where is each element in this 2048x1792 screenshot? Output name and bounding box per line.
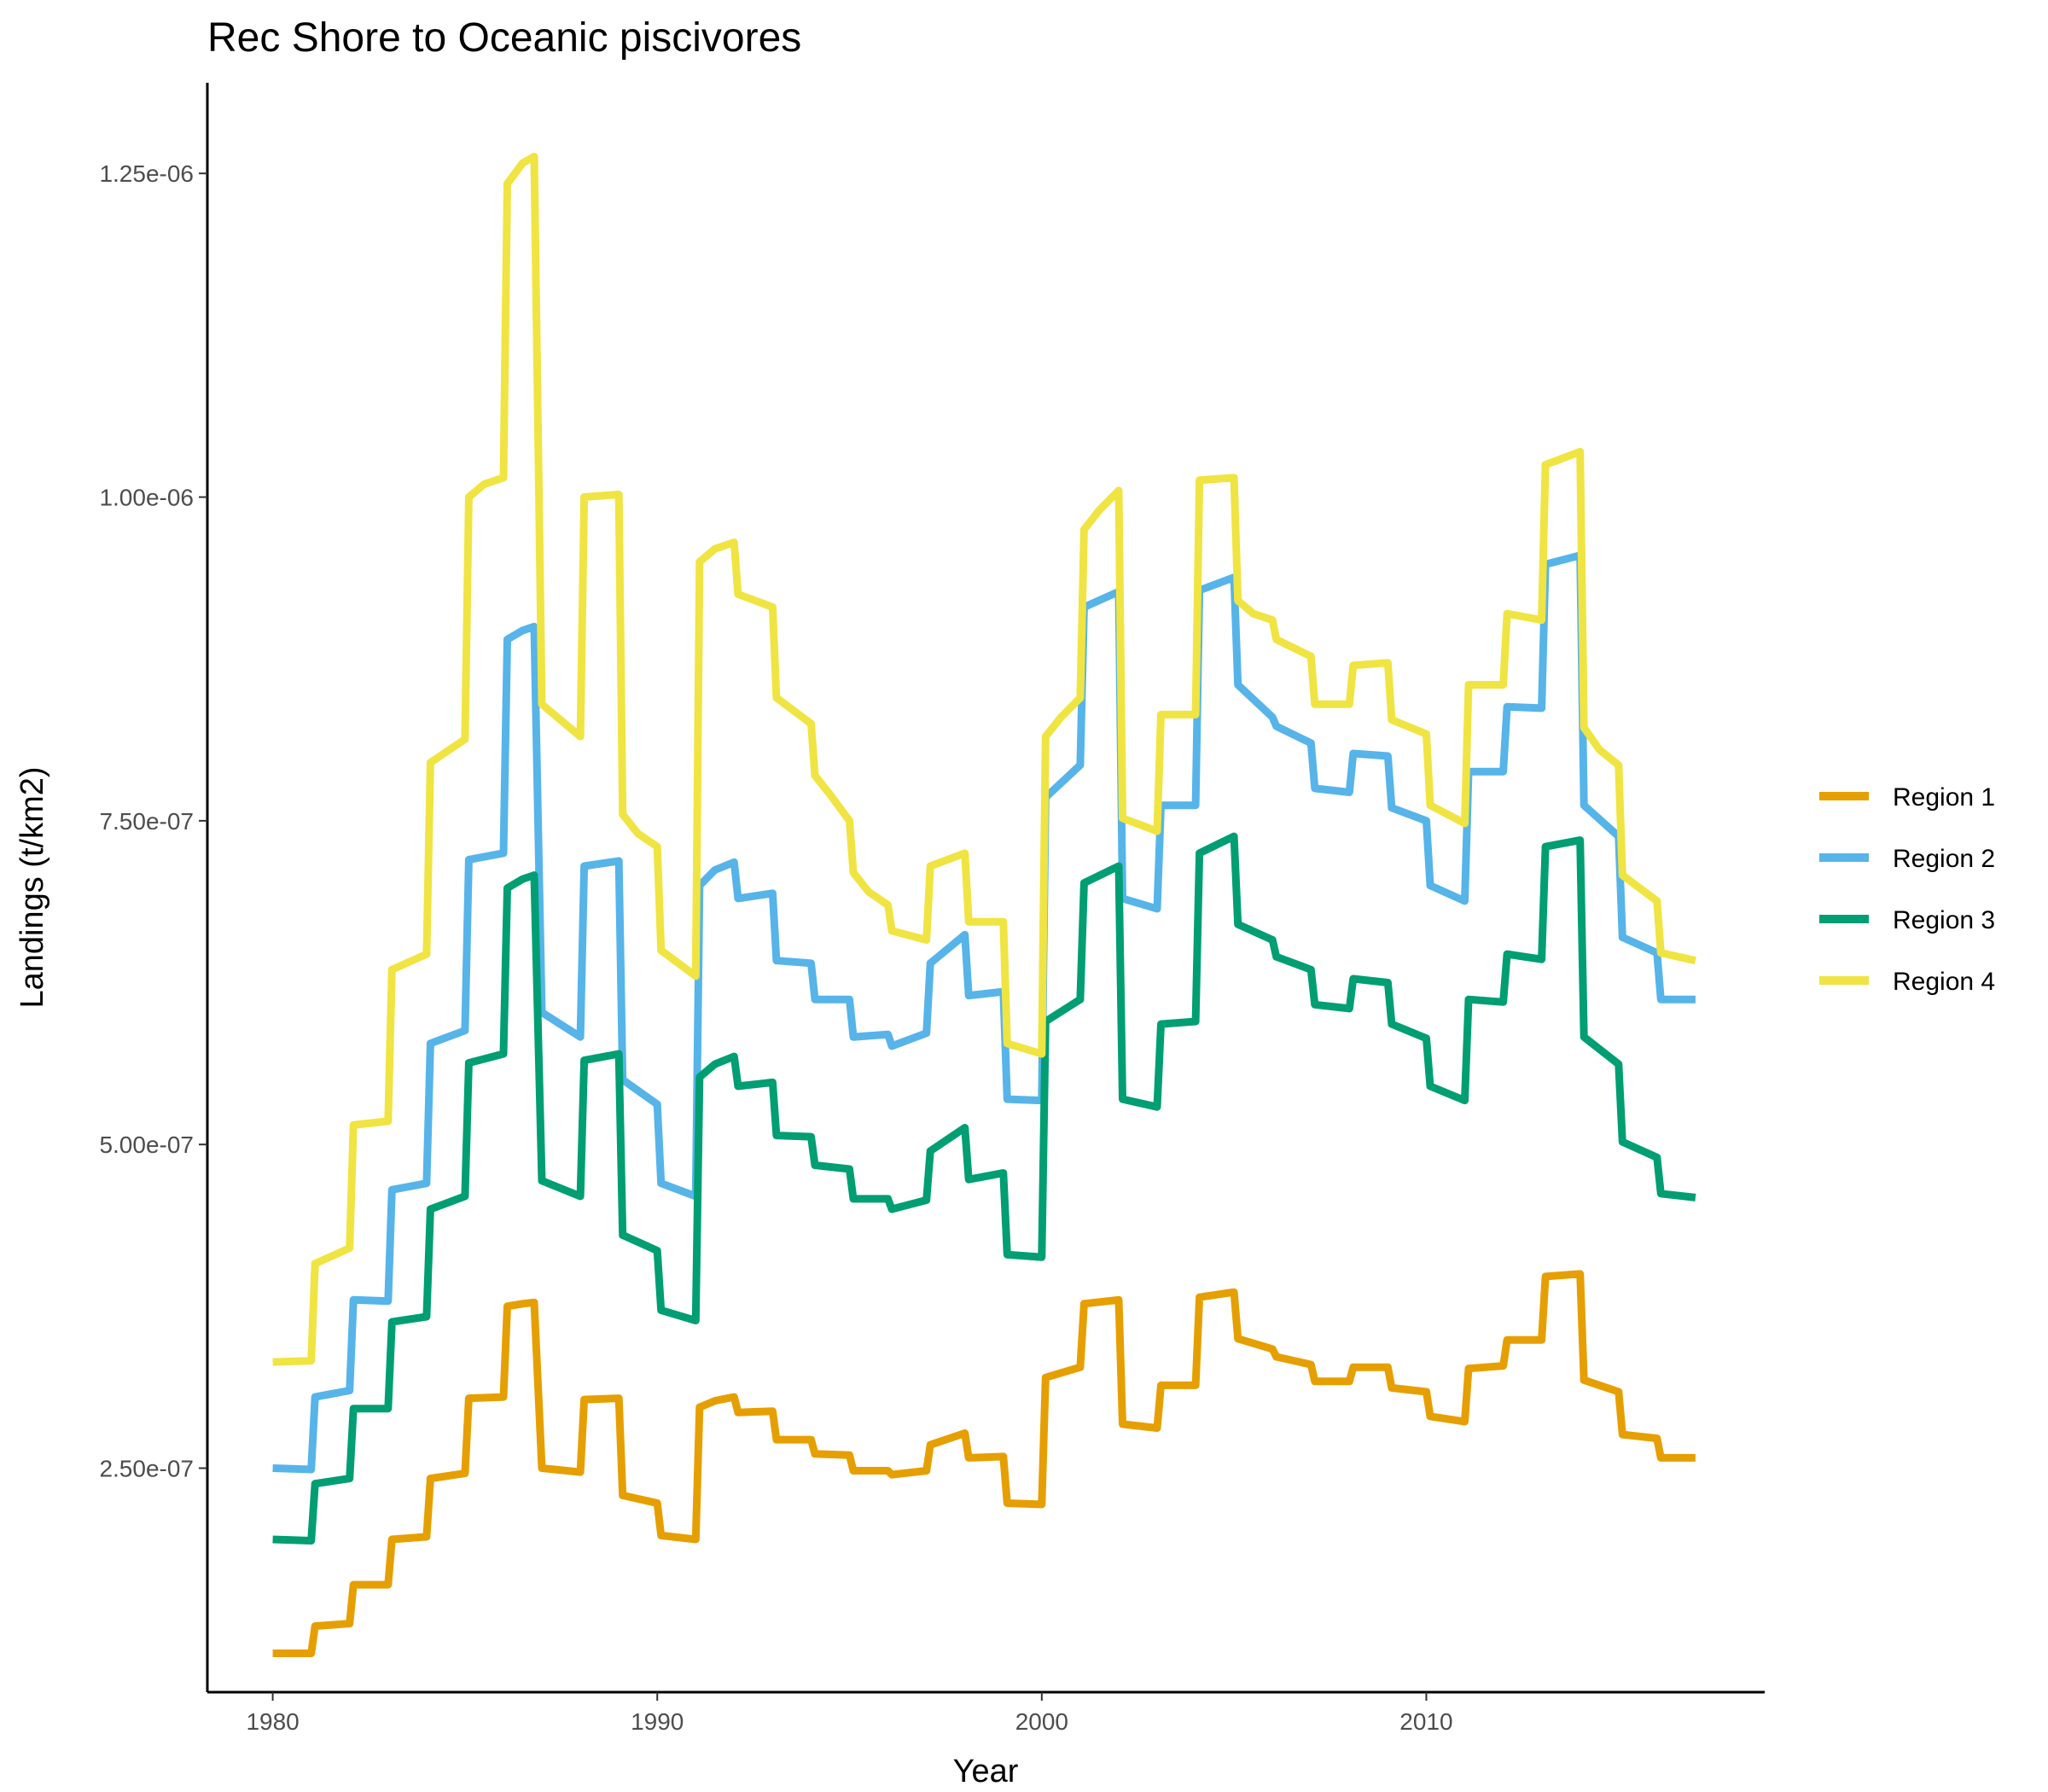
legend: Region 1 Region 2 Region 3 Region 4 [1819,783,1995,996]
y-tick-label: 7.50e-07 [99,808,194,835]
legend-label-region-4: Region 4 [1893,968,1995,996]
y-tick-label: 2.50e-07 [99,1456,194,1482]
x-axis-ticks: 1980 1990 2000 2010 [246,1692,1453,1735]
legend-label-region-1: Region 1 [1893,783,1995,812]
legend-label-region-3: Region 3 [1893,906,1995,934]
series-line-region-1 [272,1270,1696,1657]
series-line-region-4 [272,153,1696,1366]
y-tick-label: 1.00e-06 [99,485,194,511]
y-axis-title: Landings (t/km2) [15,766,50,1008]
x-tick-label: 1980 [246,1708,299,1735]
x-tick-label: 2000 [1015,1708,1068,1735]
series-lines [272,153,1696,1657]
series-line-region-3 [272,832,1696,1545]
y-axis-ticks: 2.50e-07 5.00e-07 7.50e-07 1.00e-06 1.25e-06 [99,160,207,1482]
legend-label-region-2: Region 2 [1893,845,1995,873]
y-tick-label: 1.25e-06 [99,160,194,187]
x-tick-label: 2010 [1399,1708,1452,1735]
series-line-region-2 [272,551,1696,1474]
x-axis-title: Year [953,1754,1019,1789]
x-tick-label: 1990 [631,1708,684,1735]
y-tick-label: 5.00e-07 [99,1132,194,1158]
chart-title: Rec Shore to Oceanic piscivores [207,15,801,61]
